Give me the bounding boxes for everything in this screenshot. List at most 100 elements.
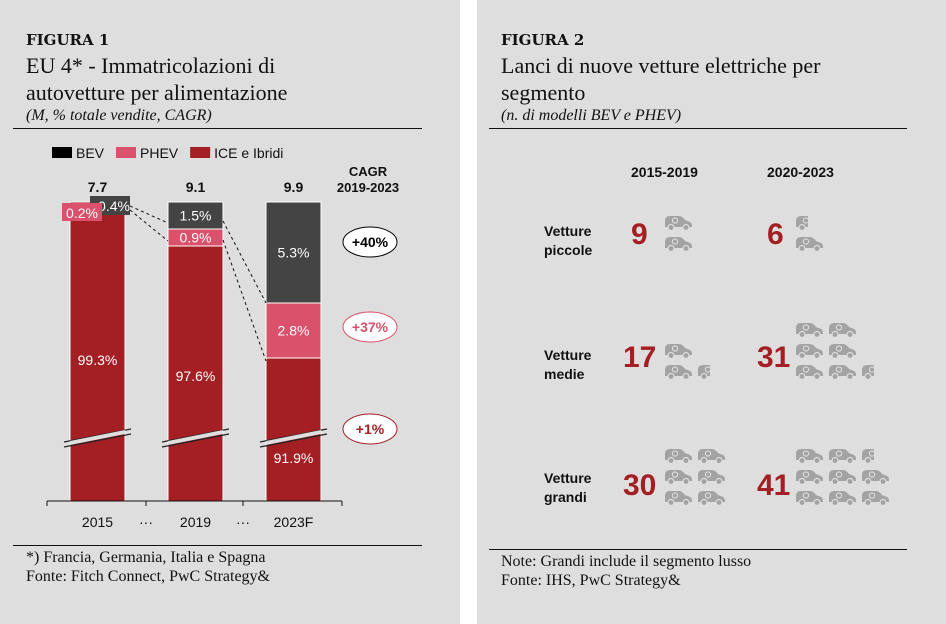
x-ellipsis-1: ··· bbox=[139, 514, 153, 530]
figure2-panel: FIGURA 2 Lanci di nuove vetture elettric… bbox=[477, 0, 946, 624]
figure2-subtitle: (n. di modelli BEV e PHEV) bbox=[501, 107, 682, 124]
car-icon bbox=[827, 320, 857, 338]
legend-label-ice-e-ibridi: ICE e Ibridi bbox=[214, 145, 283, 161]
figure1-footnote-source: Fonte: Fitch Connect, PwC Strategy& bbox=[26, 568, 270, 585]
axis-break-gap bbox=[266, 430, 321, 445]
segment-label-line1: Vetture bbox=[544, 470, 592, 486]
car-icon-partial bbox=[794, 213, 824, 231]
figure1-footnotes: *) Francia, Germania, Italia e Spagna Fo… bbox=[26, 548, 270, 586]
figure1-panel: FIGURA 1 EU 4* - Immatricolazioni di aut… bbox=[0, 0, 460, 624]
car-icon bbox=[794, 341, 824, 359]
figure2-title-rule bbox=[489, 128, 907, 129]
legend-label-bev: BEV bbox=[76, 145, 105, 161]
car-icon bbox=[663, 341, 693, 359]
segment-label-medium: Vetture medie bbox=[544, 346, 591, 384]
legend-swatch-bev bbox=[52, 147, 72, 158]
figure2-title: Lanci di nuove vetture elettriche per se… bbox=[501, 52, 820, 106]
car-icon bbox=[663, 362, 693, 380]
figure1-label: FIGURA 1 bbox=[26, 31, 110, 49]
connector-bev-2015-2019 bbox=[129, 205, 169, 224]
car-icon bbox=[860, 488, 890, 506]
figure2-footnote-note: Note: Grandi include il segmento lusso bbox=[501, 553, 752, 570]
car-icon bbox=[827, 362, 857, 380]
car-icon bbox=[663, 467, 693, 485]
label-phev-2019: 0.9% bbox=[180, 230, 212, 246]
figure1-title-line1: EU 4* - Immatricolazioni di bbox=[26, 53, 276, 78]
segment-label-line2: grandi bbox=[544, 489, 587, 505]
car-icon bbox=[827, 488, 857, 506]
count-small-2015-2019: 9 bbox=[631, 218, 648, 251]
segment-label-line1: Vetture bbox=[544, 223, 592, 239]
axis-break-gap bbox=[168, 430, 223, 445]
legend-swatch-phev bbox=[116, 147, 137, 158]
total-label-2019: 9.1 bbox=[186, 179, 206, 195]
figure1-title-rule bbox=[13, 128, 422, 129]
car-icon bbox=[794, 488, 824, 506]
segment-label-large: Vetture grandi bbox=[544, 469, 591, 507]
figure2-footer-rule bbox=[489, 549, 907, 550]
figure2-title-line2: segmento bbox=[501, 80, 586, 105]
car-icon bbox=[827, 446, 857, 464]
period-header-2015-2019: 2015-2019 bbox=[631, 164, 698, 180]
figure1-title-line2: autovetture per alimentazione bbox=[26, 80, 288, 105]
bar-phev-2023f bbox=[265, 302, 322, 359]
x-tick-label-2015: 2015 bbox=[82, 514, 113, 530]
car-icon bbox=[696, 467, 726, 485]
bar-ice-2019 bbox=[167, 245, 224, 502]
label-bev-2015: 0.4% bbox=[98, 198, 130, 214]
car-icon bbox=[696, 488, 726, 506]
figure1-footnote-countries: *) Francia, Germania, Italia e Spagna bbox=[26, 549, 266, 566]
figure1-subtitle: (M, % totale vendite, CAGR) bbox=[26, 107, 212, 124]
figure1-title: EU 4* - Immatricolazioni di autovetture … bbox=[26, 52, 287, 106]
car-icon bbox=[794, 446, 824, 464]
label-ice-2015: 99.3% bbox=[78, 352, 118, 368]
segment-label-line1: Vetture bbox=[544, 347, 592, 363]
total-label-2023f: 9.9 bbox=[284, 179, 304, 195]
connector-phev-2019-2023 bbox=[222, 239, 267, 362]
segment-label-line2: piccole bbox=[544, 242, 593, 258]
cagr-value-phev: +37% bbox=[352, 319, 389, 335]
figure1-footer-rule bbox=[13, 545, 422, 546]
car-icon bbox=[827, 341, 857, 359]
cagr-badge-phev bbox=[342, 311, 398, 343]
cagr-badge-bev bbox=[342, 226, 398, 258]
label-phev-2015: 0.2% bbox=[66, 205, 98, 221]
connector-phev-2015-2019 bbox=[129, 209, 169, 242]
bar-ice-2023f bbox=[265, 357, 322, 502]
count-large-2020-2023: 41 bbox=[757, 469, 791, 502]
connector-bev-2019-2023 bbox=[222, 220, 267, 304]
car-icon bbox=[794, 362, 824, 380]
label-ice-2019: 97.6% bbox=[176, 368, 216, 384]
car-icon-partial bbox=[860, 446, 890, 464]
car-icon-partial bbox=[860, 362, 890, 380]
period-header-2020-2023: 2020-2023 bbox=[767, 164, 834, 180]
count-medium-2020-2023: 31 bbox=[757, 341, 791, 374]
car-icon bbox=[663, 488, 693, 506]
car-icon bbox=[663, 213, 693, 231]
x-tick-label-2019: 2019 bbox=[180, 514, 211, 530]
car-icon-partial bbox=[696, 362, 726, 380]
total-label-2015: 7.7 bbox=[88, 179, 108, 195]
bar-phev-2015 bbox=[62, 203, 102, 221]
cagr-period: 2019-2023 bbox=[337, 180, 399, 195]
car-icon bbox=[794, 467, 824, 485]
cagr-value-ice-e-ibridi: +1% bbox=[356, 421, 385, 437]
cagr-value-bev: +40% bbox=[352, 234, 389, 250]
figure2-title-line1: Lanci di nuove vetture elettriche per bbox=[501, 53, 821, 78]
segment-label-line2: medie bbox=[544, 366, 585, 382]
car-icon bbox=[860, 467, 890, 485]
x-tick-label-2023f: 2023F bbox=[274, 514, 314, 530]
count-small-2020-2023: 6 bbox=[767, 218, 784, 251]
count-large-2015-2019: 30 bbox=[623, 469, 657, 502]
figure2-footnotes: Note: Grandi include il segmento lusso F… bbox=[501, 552, 751, 590]
bar-bev-2019 bbox=[167, 201, 224, 230]
car-icon bbox=[794, 320, 824, 338]
car-icon bbox=[794, 234, 824, 252]
label-bev-2019: 1.5% bbox=[180, 208, 212, 224]
car-icon bbox=[696, 446, 726, 464]
label-phev-2023f: 2.8% bbox=[278, 323, 310, 339]
figure2-label: FIGURA 2 bbox=[501, 31, 585, 49]
bar-bev-2023f bbox=[265, 201, 322, 304]
cagr-header: CAGR bbox=[349, 164, 388, 179]
